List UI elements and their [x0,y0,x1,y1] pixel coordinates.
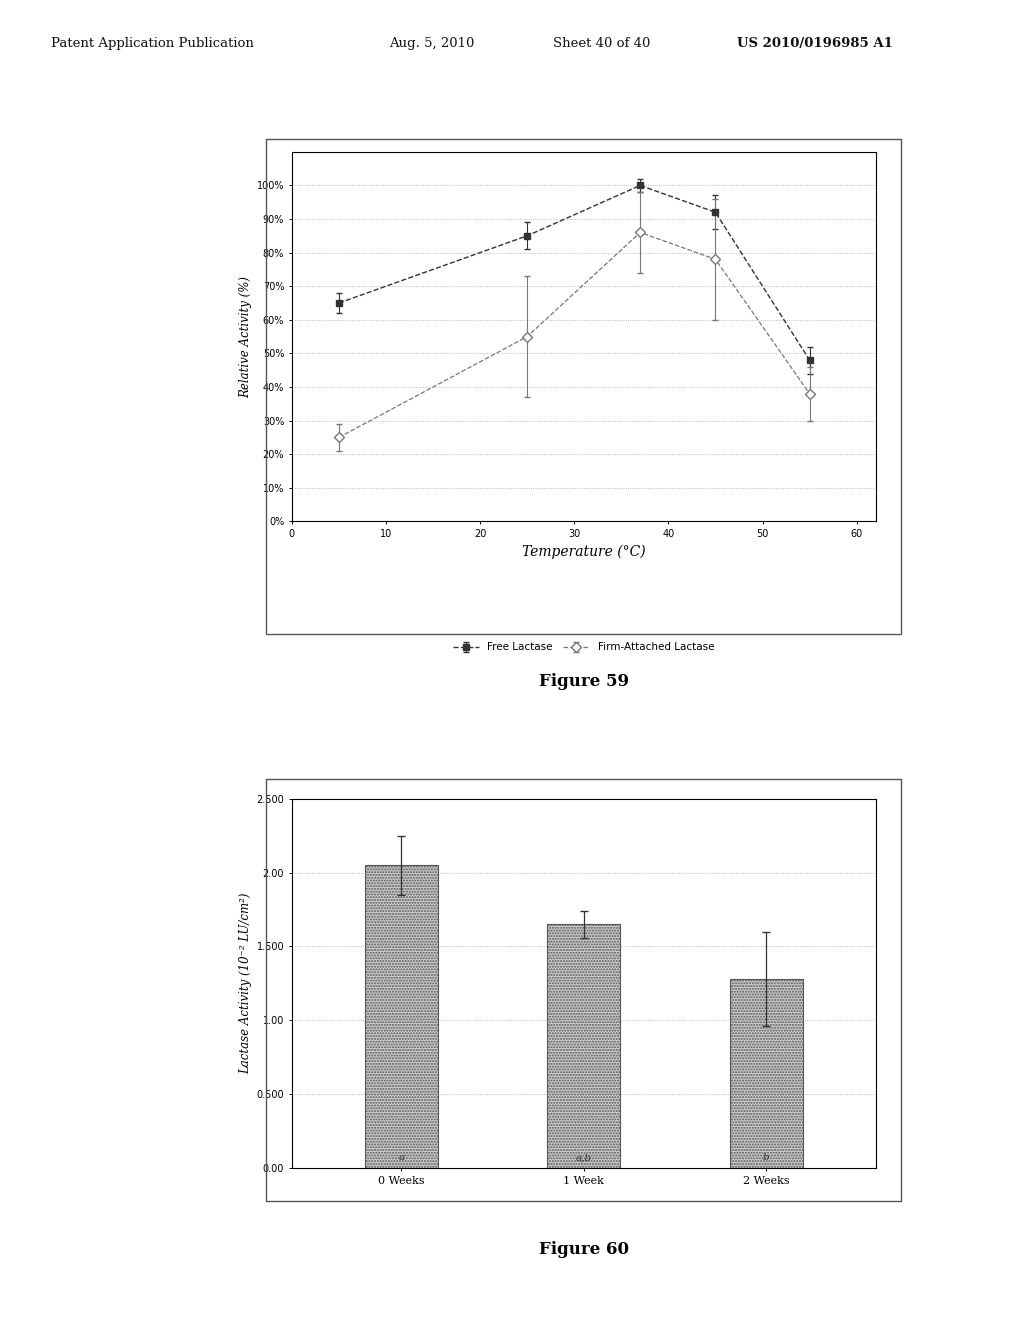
Y-axis label: Relative Activity (%): Relative Activity (%) [240,276,253,397]
Text: a,b: a,b [575,1154,592,1163]
X-axis label: Temperature (°C): Temperature (°C) [522,545,645,558]
Bar [365,865,438,1168]
Text: Patent Application Publication: Patent Application Publication [51,37,254,50]
Text: Aug. 5, 2010: Aug. 5, 2010 [389,37,474,50]
Y-axis label: Lactase Activity (10⁻² LU/cm²): Lactase Activity (10⁻² LU/cm²) [240,892,252,1074]
Text: Sheet 40 of 40: Sheet 40 of 40 [553,37,650,50]
Text: Figure 59: Figure 59 [539,673,629,690]
Text: Figure 60: Figure 60 [539,1241,629,1258]
Text: US 2010/0196985 A1: US 2010/0196985 A1 [737,37,893,50]
Bar [729,979,803,1168]
Legend: Free Lactase, Firm-Attached Lactase: Free Lactase, Firm-Attached Lactase [449,639,719,656]
Text: a: a [398,1154,404,1163]
Bar [547,924,621,1168]
Text: b: b [763,1154,769,1163]
